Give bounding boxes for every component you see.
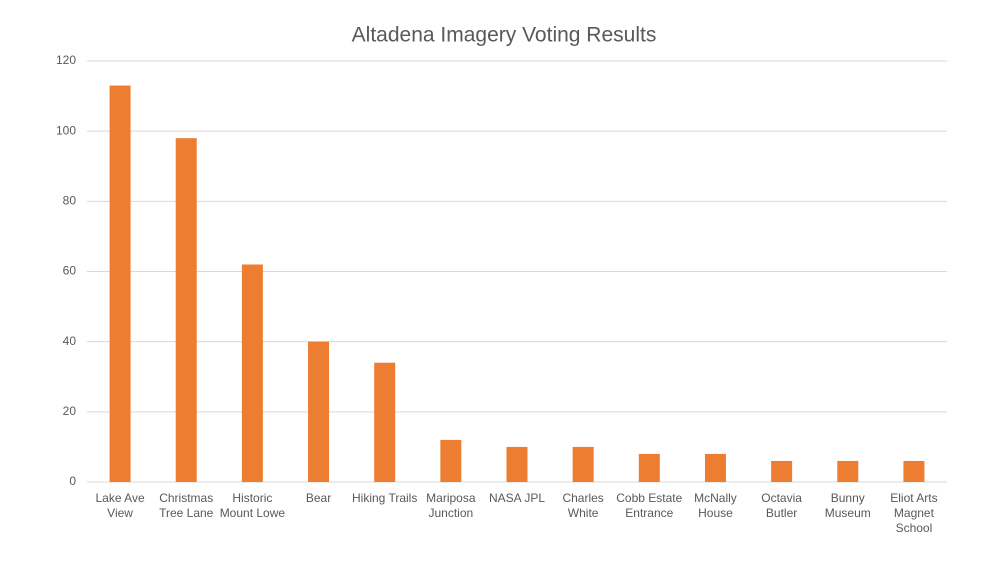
bar xyxy=(506,446,528,482)
bar xyxy=(638,453,660,482)
x-tick-label: NASA JPL xyxy=(488,491,546,505)
x-tick-label: Mariposa Junction xyxy=(426,491,476,520)
y-tick-label: 40 xyxy=(63,334,77,348)
bar xyxy=(771,460,793,482)
x-tick-label: Lake Ave View xyxy=(95,491,145,520)
y-tick-label: 0 xyxy=(69,474,76,488)
y-tick-label: 80 xyxy=(63,194,77,208)
x-tick-label: Bunny Museum xyxy=(824,491,871,520)
x-tick-label: Cobb Estate Entrance xyxy=(616,491,683,520)
bar xyxy=(837,460,859,482)
bar xyxy=(374,362,396,482)
y-tick-label: 100 xyxy=(56,123,76,137)
x-tick-label: Christmas Tree Lane xyxy=(159,491,214,520)
x-tick-label: Eliot Arts Magnet School xyxy=(890,491,938,535)
bar xyxy=(903,460,925,482)
x-tick-label: Hiking Trails xyxy=(352,491,418,505)
y-tick-label: 120 xyxy=(56,53,76,67)
bar xyxy=(109,85,131,482)
x-tick-label: Bear xyxy=(305,491,332,505)
chart-title: Altadena Imagery Voting Results xyxy=(352,24,657,47)
bar xyxy=(704,453,726,482)
bar xyxy=(308,341,330,482)
bar xyxy=(175,138,197,482)
x-tick-label: Octavia Butler xyxy=(761,491,802,520)
bar xyxy=(572,446,594,482)
y-tick-label: 60 xyxy=(63,264,77,278)
x-tick-label: McNally House xyxy=(694,491,737,520)
bar xyxy=(440,439,462,482)
bar xyxy=(241,264,263,482)
y-tick-label: 20 xyxy=(63,404,77,418)
x-tick-label: Charles White xyxy=(562,491,604,520)
x-tick-label: Historic Mount Lowe xyxy=(219,491,286,520)
